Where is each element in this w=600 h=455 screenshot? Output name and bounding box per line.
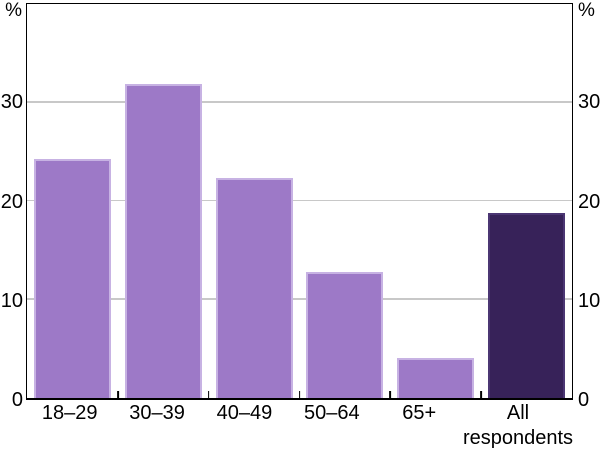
y-tick-label-left-10: 10	[0, 289, 23, 312]
y-tick-label-left-30: 30	[0, 91, 23, 114]
bar-cell-3	[299, 4, 390, 398]
y-axis-unit-right: %	[578, 0, 595, 21]
gridline-20	[27, 199, 572, 201]
x-axis-tick-2	[207, 391, 210, 398]
y-tick-label-right-20: 20	[578, 190, 600, 213]
x-axis-tick-5	[480, 391, 483, 398]
bars-container	[27, 4, 572, 398]
bar-cell-0	[27, 4, 118, 398]
bar-cell-2	[209, 4, 300, 398]
x-axis-tick-1	[116, 391, 119, 398]
x-category-label-line: respondents	[462, 427, 574, 449]
x-category-label-line: 30–39	[129, 402, 185, 424]
y-tick-label-right-10: 10	[578, 289, 600, 312]
bar-30–39	[124, 83, 202, 398]
y-axis-unit-left: %	[5, 0, 22, 21]
x-category-label-4: 65+	[376, 401, 463, 451]
x-category-label-line: 65+	[402, 402, 437, 424]
x-category-label-3: 50–64	[288, 401, 375, 451]
x-axis-category-labels: 18–29 30–39 40–49 50–64 65+ All respondents	[26, 401, 573, 451]
x-category-label-2: 40–49	[201, 401, 288, 451]
y-tick-label-left-20: 20	[0, 190, 23, 213]
bar-18–29	[33, 158, 111, 398]
x-category-label-line: 18–29	[41, 402, 98, 424]
x-axis-tick-4	[389, 391, 392, 398]
x-category-label-line: All	[506, 402, 530, 424]
bar-50–64	[306, 271, 384, 398]
bar-cell-4	[390, 4, 481, 398]
gridline-10	[27, 298, 572, 300]
plot-area	[26, 3, 573, 400]
x-category-label-0: 18–29	[26, 401, 113, 451]
y-tick-label-left-0: 0	[11, 389, 23, 411]
x-category-label-line: 40–49	[216, 402, 273, 424]
x-category-label-1: 30–39	[113, 401, 200, 451]
bar-cell-1	[118, 4, 209, 398]
bar-cell-5	[481, 4, 572, 398]
bar-65+	[397, 357, 475, 398]
y-tick-label-right-30: 30	[578, 91, 600, 114]
x-axis-tick-3	[298, 391, 301, 398]
bar-all-respondents	[488, 212, 566, 398]
gridline-30	[27, 101, 572, 103]
y-tick-label-right-0: 0	[578, 389, 590, 411]
bar-40–49	[215, 178, 293, 398]
x-category-label-line: 50–64	[304, 402, 360, 424]
x-category-label-5: All respondents	[463, 401, 573, 451]
